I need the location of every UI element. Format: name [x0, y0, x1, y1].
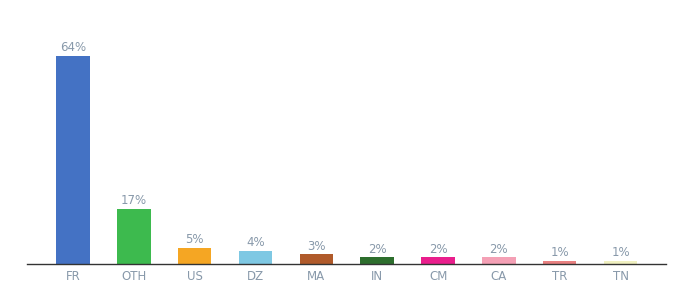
- Bar: [239, 251, 272, 264]
- Text: 4%: 4%: [246, 236, 265, 249]
- Text: 1%: 1%: [550, 246, 569, 259]
- Text: 64%: 64%: [60, 41, 86, 54]
- Text: 2%: 2%: [490, 243, 508, 256]
- Text: 1%: 1%: [611, 246, 630, 259]
- Bar: [56, 56, 90, 264]
- Bar: [300, 254, 333, 264]
- Bar: [422, 257, 455, 264]
- Bar: [360, 257, 394, 264]
- Bar: [117, 208, 150, 264]
- Text: 2%: 2%: [368, 243, 386, 256]
- Bar: [178, 248, 211, 264]
- Text: 3%: 3%: [307, 240, 326, 253]
- Bar: [482, 257, 515, 264]
- Text: 17%: 17%: [121, 194, 147, 207]
- Bar: [543, 261, 577, 264]
- Text: 5%: 5%: [186, 233, 204, 246]
- Text: 2%: 2%: [429, 243, 447, 256]
- Bar: [604, 261, 637, 264]
